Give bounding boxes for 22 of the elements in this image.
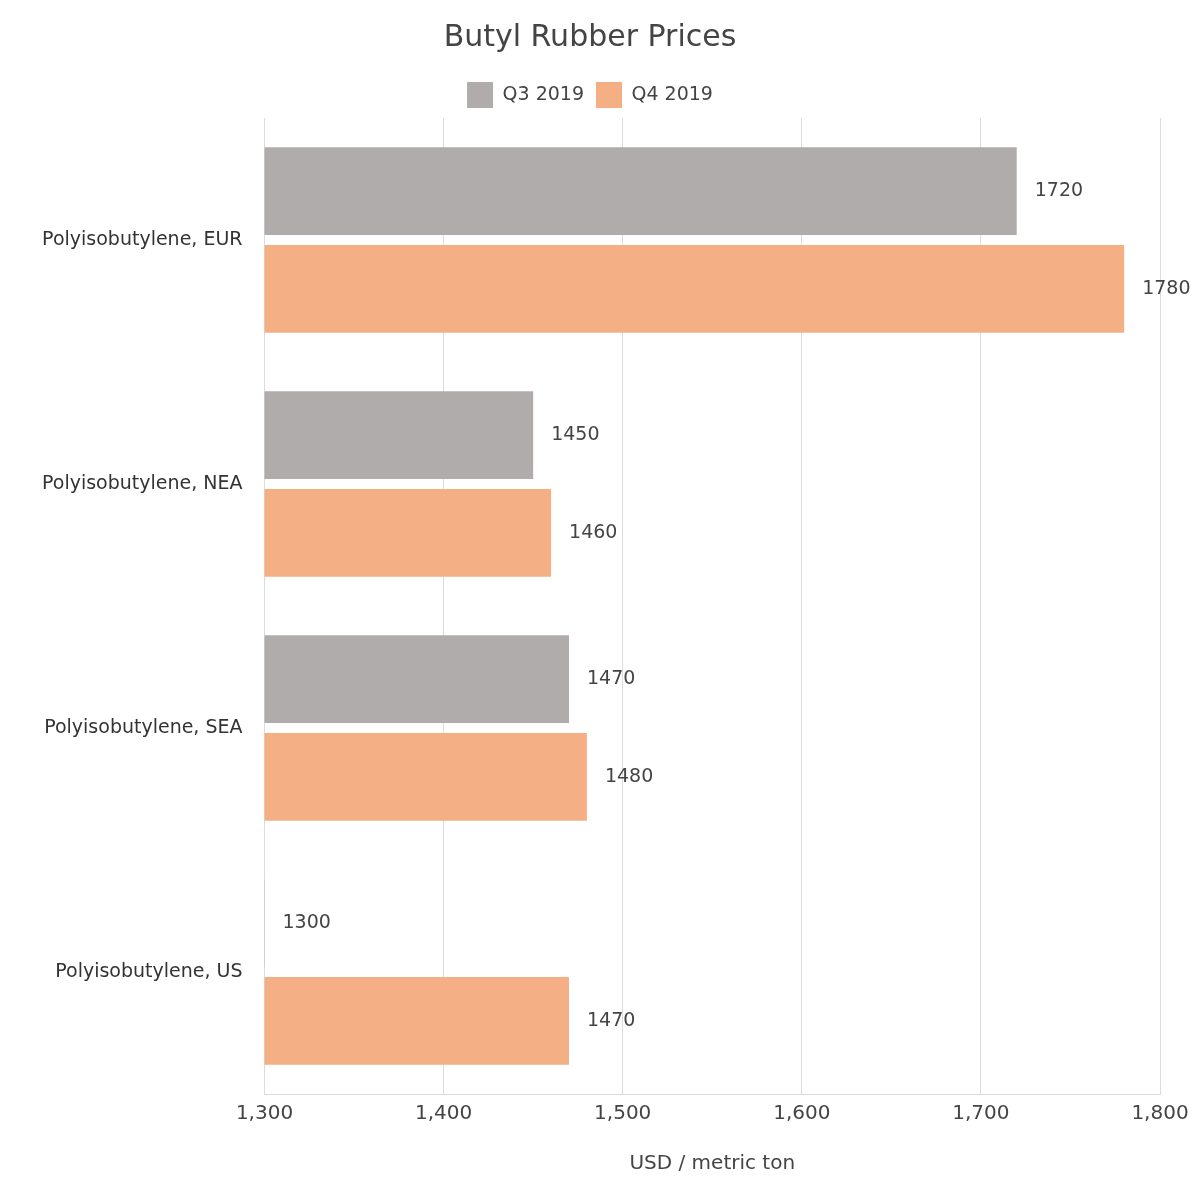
data-label: 1780 bbox=[1142, 275, 1191, 298]
legend-label: Q4 2019 bbox=[631, 81, 713, 104]
data-label: 1470 bbox=[586, 666, 636, 689]
data-label: 1300 bbox=[282, 910, 331, 933]
y-tick-label: Polyisobutylene, US bbox=[55, 958, 243, 981]
x-tick-label: 1,700 bbox=[952, 1100, 1010, 1125]
data-label: 1470 bbox=[586, 1007, 636, 1030]
data-label: 1460 bbox=[569, 519, 618, 542]
data-label: 1450 bbox=[551, 422, 600, 445]
data-label: 1480 bbox=[604, 763, 654, 786]
x-tick-label: 1,500 bbox=[594, 1100, 652, 1125]
x-tick-label: 1,300 bbox=[235, 1100, 294, 1125]
x-tick-label: 1,800 bbox=[1131, 1100, 1189, 1125]
x-tick-label: 1,600 bbox=[773, 1100, 831, 1125]
x-tick-label: 1,400 bbox=[414, 1100, 473, 1125]
y-tick-label: Polyisobutylene, SEA bbox=[44, 714, 243, 737]
y-tick-label: Polyisobutylene, NEA bbox=[41, 470, 243, 493]
chart-title: Butyl Rubber Prices bbox=[443, 17, 737, 53]
data-label: 1720 bbox=[1034, 178, 1084, 201]
y-tick-label: Polyisobutylene, EUR bbox=[42, 226, 243, 249]
x-axis-title: USD / metric ton bbox=[629, 1150, 796, 1175]
legend-label: Q3 2019 bbox=[502, 81, 584, 104]
